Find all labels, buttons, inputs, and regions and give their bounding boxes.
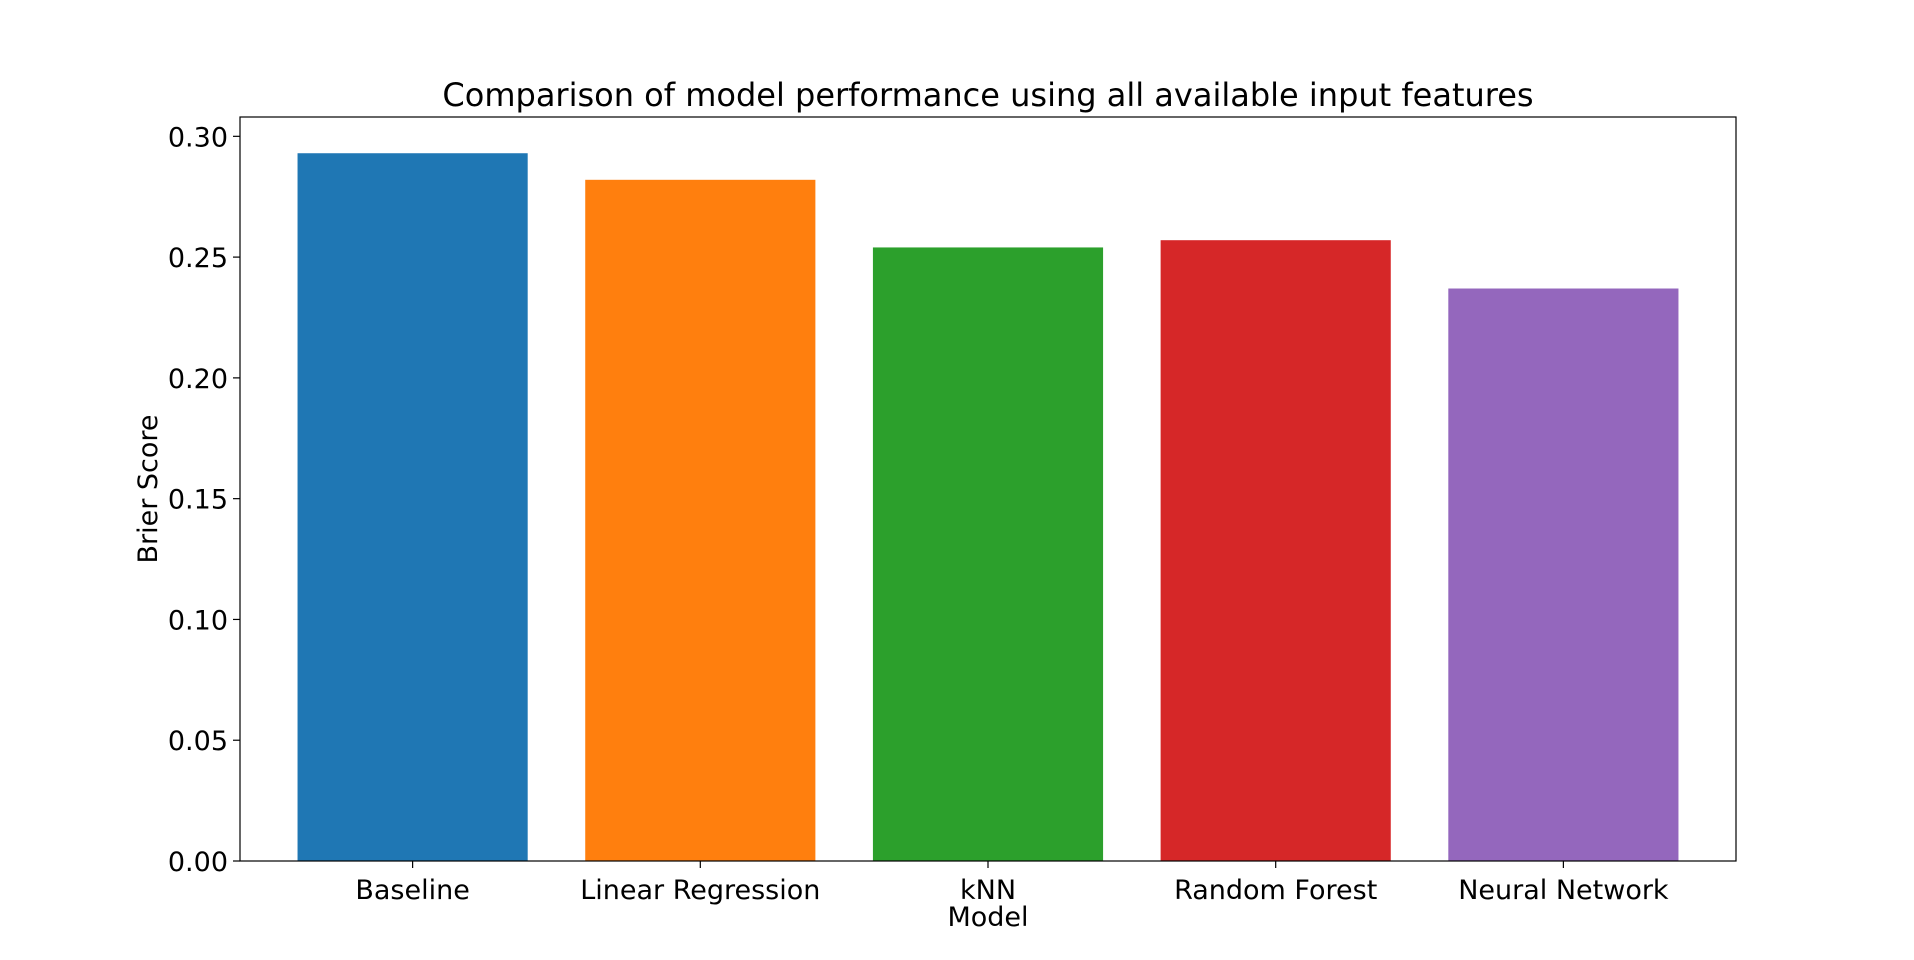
- x-tick-label: Linear Regression: [580, 875, 820, 906]
- chart-title: Comparison of model performance using al…: [442, 76, 1533, 114]
- bar-linear-regression: [585, 179, 816, 862]
- y-tick-label: 0.30: [168, 122, 228, 153]
- x-tick-label: Baseline: [355, 875, 469, 906]
- bar-knn: [872, 247, 1104, 862]
- y-tick-label: 0.00: [168, 847, 228, 878]
- bars-layer: [297, 153, 1679, 862]
- plot-frame: [239, 116, 1737, 862]
- y-tick-label: 0.25: [168, 243, 228, 274]
- x-tick-label: Random Forest: [1174, 875, 1377, 906]
- y-tick-label: 0.15: [168, 485, 228, 516]
- y-axis-label: Brier Score: [133, 414, 164, 563]
- x-tick-label: kNN: [960, 875, 1016, 906]
- x-tick-label: Neural Network: [1458, 875, 1669, 906]
- x-axis-label: Model: [947, 902, 1028, 933]
- bar-baseline: [297, 153, 528, 861]
- bar-neural-network: [1448, 288, 1679, 862]
- x-axis-ticks: Baseline Linear Regression kNN Random Fores…: [355, 861, 1669, 906]
- y-axis-ticks: 0.00 0.05 0.10 0.15 0.20 0.25 0.30: [168, 122, 240, 878]
- y-tick-label: 0.10: [168, 605, 228, 636]
- bar-random-forest: [1160, 240, 1391, 861]
- y-tick-label: 0.05: [168, 726, 228, 757]
- y-tick-label: 0.20: [168, 364, 228, 395]
